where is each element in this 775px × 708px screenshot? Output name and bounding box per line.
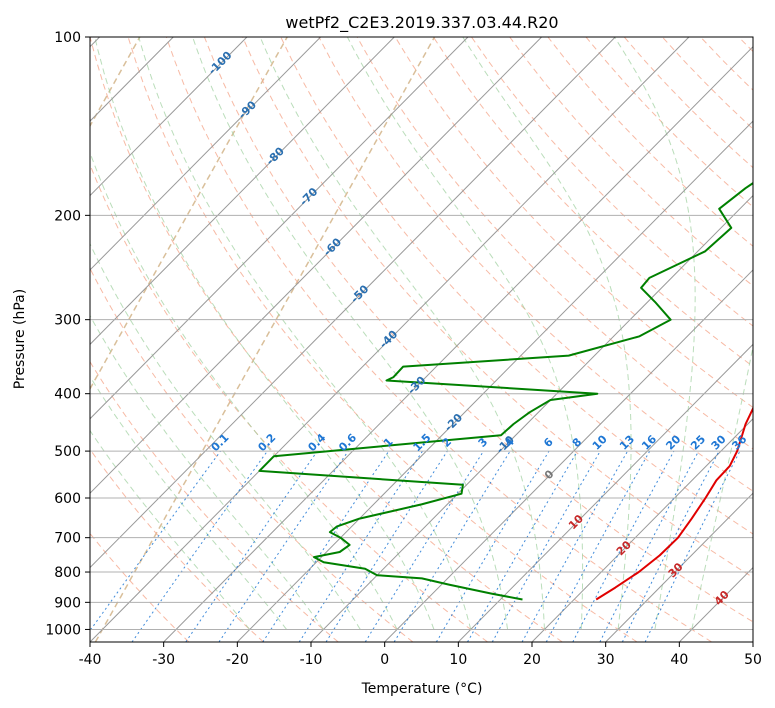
- isotherm-line: [90, 37, 616, 569]
- moist-adiabat: [462, 37, 632, 630]
- isotherm-guide: [94, 37, 436, 642]
- moist-adiabat: [90, 429, 251, 630]
- mixing-ratio-line: [90, 450, 221, 632]
- isotherm-guide: [90, 37, 288, 391]
- x-tick-label: -40: [79, 652, 102, 668]
- dry-adiabat: [356, 37, 753, 450]
- mixing-ratio-line: [131, 450, 268, 642]
- profile-series: [258, 181, 753, 601]
- dry-adiabat: [509, 37, 753, 287]
- moist-adiabat: [94, 37, 435, 630]
- mixing-ratio-line: [599, 450, 700, 642]
- mixing-ratio-line: [621, 450, 720, 642]
- y-tick-label: 800: [54, 565, 81, 581]
- isotherm-line: [163, 46, 753, 642]
- mixing-ratio-line: [572, 450, 675, 642]
- chart-title: wetPf2_C2E3.2019.337.03.44.R20: [285, 13, 558, 33]
- y-tick-label: 1000: [45, 622, 81, 638]
- dry-adiabat: [318, 37, 753, 492]
- dry-adiabat: [242, 37, 753, 579]
- y-tick-label: 100: [54, 30, 81, 46]
- x-tick-label: 40: [670, 652, 688, 668]
- x-axis: -40 -30 -20 -10 0 10 20 30 40 50: [79, 642, 762, 668]
- dry-adiabat: [90, 267, 414, 642]
- dry-adiabat: [90, 37, 563, 642]
- mixing-ratio-line: [545, 450, 651, 642]
- dry-adiabat: [471, 37, 753, 327]
- x-tick-label: -10: [300, 652, 323, 668]
- y-axis-title: Pressure (hPa): [12, 289, 28, 389]
- isotherm-line: [531, 418, 753, 642]
- mixing-ratio-line: [467, 450, 578, 642]
- mixing-ratio-line: [491, 450, 601, 642]
- y-tick-label: 600: [54, 491, 81, 507]
- moist-adiabat: [90, 314, 324, 630]
- mixing-ratio-line: [521, 450, 629, 642]
- moist-adiabat: [90, 375, 287, 630]
- mixing-ratio-line: [435, 450, 550, 642]
- isotherm-line: [236, 120, 753, 642]
- dry-adiabat: [165, 37, 712, 642]
- x-tick-label: 0: [380, 652, 389, 668]
- moist-adiabat: [614, 37, 696, 630]
- dry-adiabat: [394, 37, 753, 409]
- isotherm-line: [605, 492, 753, 642]
- x-tick-label: 10: [449, 652, 467, 668]
- isotherm-line: [90, 37, 395, 346]
- dry-adiabat: [90, 448, 264, 642]
- temperature-profile: [595, 406, 753, 601]
- dry-adiabat: [127, 37, 638, 642]
- y-tick-label: 900: [54, 595, 81, 611]
- isotherm-line: [310, 194, 753, 642]
- dewpoint-profile: [258, 181, 753, 601]
- mixing-ratio-line: [644, 450, 741, 642]
- dry-adiabat: [203, 37, 753, 623]
- isotherm-line: [90, 37, 690, 642]
- y-axis: 100 200 300 400 500 600 700 800 900 1000: [45, 30, 90, 638]
- pressure-gridlines: [90, 37, 753, 630]
- x-axis-title: Temperature (°C): [361, 681, 483, 697]
- x-tick-label: -30: [152, 652, 175, 668]
- isotherm-line: [457, 343, 753, 642]
- mixing-ratio-line: [262, 450, 390, 642]
- isotherm-line: [90, 37, 542, 494]
- y-tick-label: 700: [54, 531, 81, 547]
- y-tick-label: 300: [54, 313, 81, 329]
- mixing-ratio-line: [298, 450, 423, 642]
- isotherm-line: [90, 37, 469, 420]
- x-tick-label: -20: [226, 652, 249, 668]
- y-tick-label: 400: [54, 387, 81, 403]
- mixing-ratio-line: [364, 450, 484, 642]
- isotherm-line: [90, 37, 321, 271]
- x-tick-label: 20: [523, 652, 541, 668]
- moist-adiabat: [346, 37, 584, 630]
- y-tick-label: 500: [54, 444, 81, 460]
- y-tick-label: 200: [54, 208, 81, 224]
- x-tick-label: 50: [744, 652, 762, 668]
- moist-adiabat: [90, 242, 361, 630]
- background-lines: [90, 37, 753, 642]
- moist-adiabat: [259, 37, 545, 630]
- mixing-ratio-line: [393, 450, 511, 642]
- moist-adiabat: [691, 344, 753, 630]
- isotherm-line: [90, 37, 248, 197]
- x-tick-label: 30: [597, 652, 615, 668]
- plot-frame: [89, 36, 754, 643]
- moist-adiabat: [192, 37, 509, 630]
- isotherm-line: [384, 269, 753, 642]
